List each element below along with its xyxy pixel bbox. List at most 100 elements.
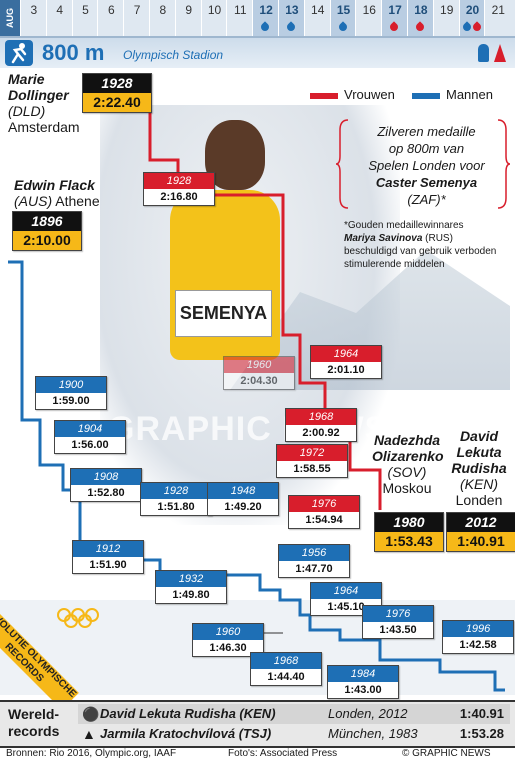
women-gender-icon: ▲ <box>82 726 96 742</box>
record-year: 1976 <box>363 606 433 622</box>
men-record-tag: 1928 1:51.80 <box>140 482 212 516</box>
record-time: 1:40.91 <box>447 532 515 551</box>
men-record-tag: 1932 1:49.80 <box>155 570 227 604</box>
record-time: 1:47.70 <box>295 563 333 575</box>
record-time: 2:00.92 <box>302 427 340 439</box>
athlete-city: Amsterdam <box>8 119 80 135</box>
women-record-tag: 1928 2:16.80 <box>143 172 215 206</box>
athletics-pictogram-icon <box>5 40 33 66</box>
event-title: 800 m <box>42 40 105 65</box>
calendar-day: 11 <box>226 0 253 36</box>
record-time: 1:54.94 <box>305 514 343 526</box>
note-braces <box>336 119 511 209</box>
record-year: 1900 <box>36 377 106 393</box>
record-year: 1960 <box>224 357 294 373</box>
note-line: Spelen Londen voor <box>368 158 485 173</box>
record-time: 2:16.80 <box>160 191 198 203</box>
note-line: Zilveren medaille <box>377 124 476 139</box>
athlete-name: Rudisha <box>451 460 507 476</box>
calendar-day: 8 <box>149 0 176 36</box>
record-time: 2:04.30 <box>240 375 278 387</box>
calendar-day: 14 <box>303 0 331 36</box>
record-tag-rudisha: 2012 1:40.91 <box>446 512 515 552</box>
record-time: 1:43.50 <box>379 624 417 636</box>
record-year: 1968 <box>286 409 356 425</box>
world-record-holder: David Lekuta Rudisha (KEN) <box>100 706 276 721</box>
world-record-place: München, 1983 <box>328 726 418 741</box>
men-record-tag: 1948 1:49.20 <box>207 482 279 516</box>
legend-women-swatch <box>310 92 338 99</box>
athlete-name: Marie <box>8 71 45 87</box>
record-time: 1:56.00 <box>71 439 109 451</box>
calendar-day: 10 <box>200 0 228 36</box>
men-record-tag: 1904 1:56.00 <box>54 420 126 454</box>
record-time: 1:46.30 <box>209 642 247 654</box>
athlete-name: Edwin Flack <box>14 177 95 193</box>
world-records: Wereld- records ⚫ David Lekuta Rudisha (… <box>0 700 515 748</box>
men-record-tag: 1996 1:42.58 <box>442 620 514 654</box>
record-time: 1:59.00 <box>52 395 90 407</box>
world-records-label: Wereld- records <box>8 706 59 740</box>
record-time: 1:49.80 <box>172 589 210 601</box>
record-time: 1:45.10 <box>327 601 365 613</box>
athlete-flack: Edwin Flack (AUS) Athene <box>14 177 100 209</box>
record-time: 1:42.58 <box>459 639 497 651</box>
world-record-row-men: ⚫ David Lekuta Rudisha (KEN) Londen, 201… <box>78 704 510 724</box>
calendar-day: 5 <box>71 0 99 36</box>
record-year: 1908 <box>71 469 141 485</box>
men-gender-icon: ⚫ <box>82 706 100 722</box>
athlete-name: Lekuta <box>456 444 502 460</box>
legend-men: Mannen <box>412 87 493 102</box>
world-record-holder: Jarmila Kratochvílová (TSJ) <box>100 726 272 741</box>
legend-women: Vrouwen <box>310 87 395 102</box>
women-record-tag: 1976 1:54.94 <box>288 495 360 529</box>
note-line: op 800m van <box>388 141 465 156</box>
athlete-country: (KEN) <box>459 476 499 492</box>
record-year: 1956 <box>279 545 349 561</box>
footnote-name: Mariya Savinova <box>344 233 423 244</box>
women-progression-line <box>140 82 382 510</box>
record-year: 1948 <box>208 483 278 499</box>
women-record-tag: 1964 2:01.10 <box>310 345 382 379</box>
record-time: 1:51.90 <box>89 559 127 571</box>
calendar-day: 15 <box>329 0 357 36</box>
event-venue: Olympisch Stadion <box>123 48 224 62</box>
copyright: © GRAPHIC NEWS <box>402 748 491 759</box>
record-time: 1:52.80 <box>87 487 125 499</box>
record-time: 1:44.40 <box>267 671 305 683</box>
women-record-tag: 1972 1:58.55 <box>276 444 348 478</box>
men-record-tag: 1968 1:44.40 <box>250 652 322 686</box>
men-record-tag: 1964 1:45.10 <box>310 582 382 616</box>
footnote-text: *Gouden medaillewinnares <box>344 220 464 231</box>
women-record-tag: 1960 2:04.30 <box>223 356 295 390</box>
record-year: 1972 <box>277 445 347 461</box>
legend-men-swatch <box>412 92 440 99</box>
women-record-tag: 1968 2:00.92 <box>285 408 357 442</box>
calendar-day: 6 <box>97 0 124 36</box>
calendar-day: 7 <box>123 0 150 36</box>
athlete-country: (DLD) <box>8 103 46 119</box>
calendar-day: 19 <box>432 0 460 36</box>
world-record-place: Londen, 2012 <box>328 706 408 721</box>
athlete-name: Dollinger <box>8 87 69 103</box>
doping-footnote: *Gouden medaillewinnares Mariya Savinova… <box>344 219 512 271</box>
athlete-name: Olizarenko <box>372 448 444 464</box>
record-year: 1896 <box>13 212 81 231</box>
athlete-name: Nadezhda <box>373 432 441 448</box>
record-year: 1960 <box>193 624 263 640</box>
record-year: 1968 <box>251 653 321 669</box>
men-progression-line <box>8 260 505 692</box>
record-tag-flack: 1896 2:10.00 <box>12 211 82 251</box>
record-year: 1996 <box>443 621 513 637</box>
men-record-tag: 1908 1:52.80 <box>70 468 142 502</box>
athlete-city: Moskou <box>382 480 432 496</box>
calendar-day: 20 <box>458 0 486 36</box>
record-year: 1928 <box>141 483 211 499</box>
world-records-label-line: Wereld- <box>8 706 60 722</box>
record-time: 2:01.10 <box>327 364 365 376</box>
men-record-tag: 1912 1:51.90 <box>72 540 144 574</box>
record-year: 1932 <box>156 571 226 587</box>
athlete-rudisha: David Lekuta Rudisha (KEN) Londen <box>448 428 510 508</box>
record-tag-dollinger: 1928 2:22.40 <box>82 73 152 113</box>
